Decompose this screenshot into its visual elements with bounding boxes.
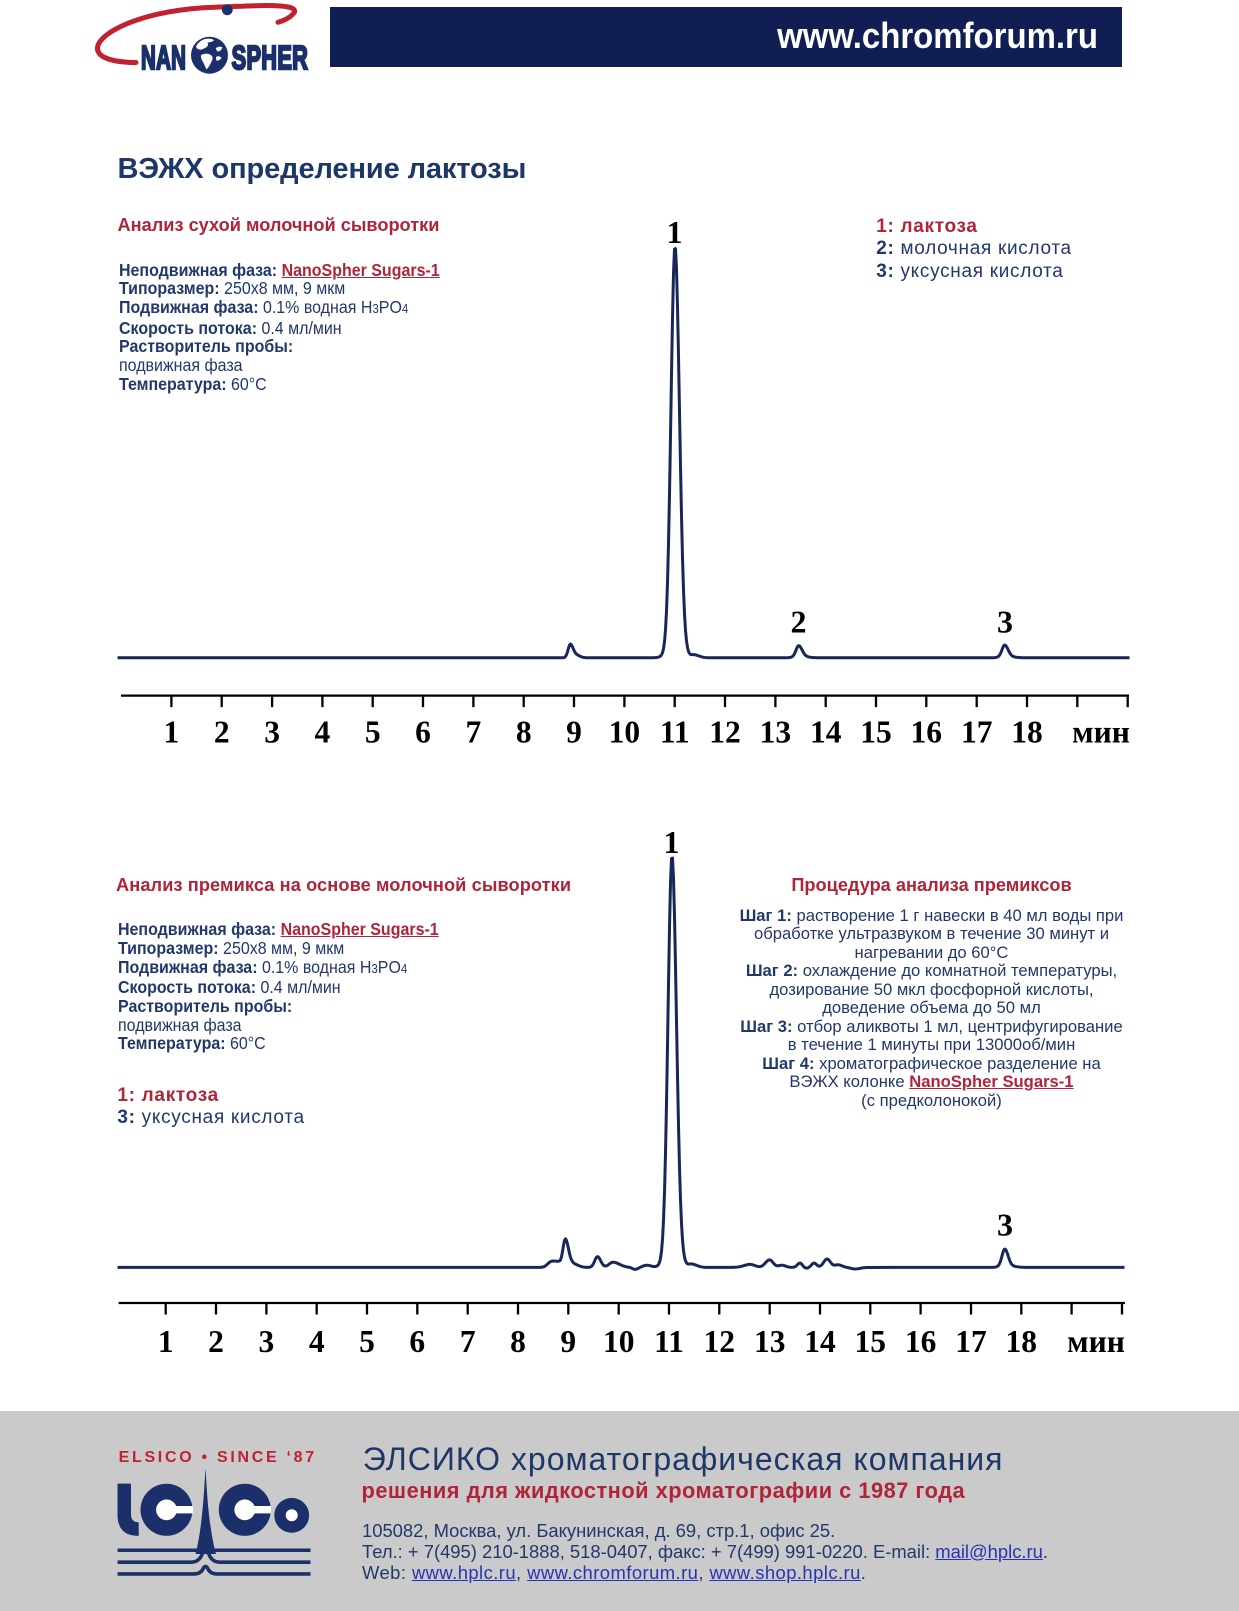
svg-text:1: 1 bbox=[158, 1324, 174, 1359]
svg-text:3: 3 bbox=[259, 1324, 275, 1359]
svg-text:7: 7 bbox=[466, 715, 482, 750]
svg-text:15: 15 bbox=[860, 715, 892, 750]
svg-text:9: 9 bbox=[560, 1324, 576, 1359]
svg-text:4: 4 bbox=[309, 1324, 325, 1359]
svg-text:4: 4 bbox=[315, 715, 331, 750]
svg-text:15: 15 bbox=[855, 1324, 887, 1359]
svg-text:NAN: NAN bbox=[141, 39, 186, 76]
svg-text:3: 3 bbox=[264, 715, 280, 750]
svg-text:9: 9 bbox=[566, 715, 582, 750]
svg-text:мин: мин bbox=[1072, 715, 1130, 750]
svg-text:6: 6 bbox=[415, 715, 431, 750]
svg-text:1: 1 bbox=[667, 214, 683, 250]
svg-text:3: 3 bbox=[997, 1207, 1013, 1243]
svg-text:мин: мин bbox=[1067, 1324, 1125, 1359]
svg-text:8: 8 bbox=[510, 1324, 526, 1359]
svg-text:12: 12 bbox=[704, 1324, 736, 1359]
svg-text:11: 11 bbox=[660, 715, 690, 750]
svg-text:13: 13 bbox=[760, 715, 792, 750]
svg-text:17: 17 bbox=[961, 715, 993, 750]
svg-text:1: 1 bbox=[164, 715, 180, 750]
svg-text:SPHER: SPHER bbox=[232, 39, 309, 76]
svg-text:5: 5 bbox=[359, 1324, 375, 1359]
svg-text:14: 14 bbox=[810, 715, 842, 750]
svg-text:13: 13 bbox=[754, 1324, 786, 1359]
svg-text:8: 8 bbox=[516, 715, 532, 750]
svg-text:18: 18 bbox=[1006, 1324, 1038, 1359]
svg-text:2: 2 bbox=[208, 1324, 224, 1359]
svg-text:7: 7 bbox=[460, 1324, 476, 1359]
svg-text:2: 2 bbox=[214, 715, 230, 750]
svg-text:1: 1 bbox=[664, 824, 680, 860]
svg-text:16: 16 bbox=[911, 715, 943, 750]
svg-text:5: 5 bbox=[365, 715, 381, 750]
svg-text:12: 12 bbox=[709, 715, 741, 750]
svg-text:10: 10 bbox=[609, 715, 641, 750]
svg-text:17: 17 bbox=[955, 1324, 987, 1359]
svg-text:14: 14 bbox=[804, 1324, 836, 1359]
svg-text:10: 10 bbox=[603, 1324, 635, 1359]
svg-text:18: 18 bbox=[1011, 715, 1043, 750]
svg-text:11: 11 bbox=[654, 1324, 684, 1359]
svg-text:6: 6 bbox=[409, 1324, 425, 1359]
svg-text:2: 2 bbox=[791, 604, 807, 640]
svg-text:16: 16 bbox=[905, 1324, 937, 1359]
svg-text:3: 3 bbox=[997, 604, 1013, 640]
